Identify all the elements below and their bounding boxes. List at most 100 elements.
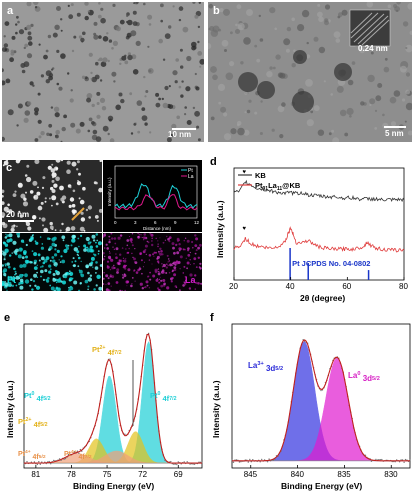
particle bbox=[23, 197, 27, 201]
particle bbox=[41, 217, 46, 222]
particle bbox=[235, 23, 238, 27]
particle bbox=[26, 176, 32, 183]
particle bbox=[158, 281, 161, 284]
particle bbox=[52, 176, 54, 179]
particle bbox=[60, 53, 66, 59]
particle bbox=[127, 54, 133, 61]
particle bbox=[105, 243, 108, 246]
particle bbox=[118, 92, 123, 97]
particle bbox=[147, 14, 153, 20]
particle bbox=[175, 286, 178, 288]
particle bbox=[217, 83, 226, 91]
particle bbox=[29, 260, 32, 264]
particle bbox=[119, 289, 122, 291]
particle bbox=[178, 239, 180, 241]
particle bbox=[61, 235, 66, 240]
particle bbox=[130, 241, 132, 243]
particle bbox=[389, 96, 397, 104]
particle bbox=[43, 227, 49, 232]
particle bbox=[108, 240, 111, 244]
particle bbox=[192, 281, 195, 283]
particle bbox=[6, 239, 11, 243]
particle bbox=[96, 239, 98, 242]
particle bbox=[86, 246, 89, 249]
particle bbox=[172, 70, 178, 76]
particle bbox=[5, 78, 11, 84]
inset-xtick: 0 bbox=[114, 220, 117, 225]
particle bbox=[106, 265, 109, 267]
particle bbox=[78, 245, 80, 248]
particle bbox=[48, 75, 53, 81]
particle bbox=[18, 277, 21, 280]
particle bbox=[375, 95, 382, 102]
particle bbox=[61, 126, 66, 132]
pt-profile-line bbox=[114, 183, 198, 209]
particle bbox=[126, 239, 130, 242]
particle bbox=[72, 189, 76, 193]
particle bbox=[53, 106, 60, 113]
particle bbox=[351, 61, 356, 65]
particle bbox=[99, 160, 102, 162]
raw-data-point bbox=[72, 451, 74, 454]
particle bbox=[169, 133, 174, 138]
particle bbox=[132, 21, 138, 26]
particle bbox=[99, 79, 103, 82]
particle bbox=[67, 4, 70, 7]
particle bbox=[105, 274, 109, 278]
particle bbox=[45, 79, 50, 84]
particle bbox=[92, 129, 98, 135]
particle bbox=[407, 2, 412, 10]
particle bbox=[107, 59, 110, 63]
particle bbox=[269, 7, 276, 14]
particle bbox=[151, 243, 154, 247]
particle bbox=[95, 61, 99, 66]
particle bbox=[193, 257, 197, 261]
particle bbox=[13, 50, 17, 54]
raw-data-point bbox=[170, 460, 172, 463]
plot-frame bbox=[231, 323, 411, 469]
particle bbox=[68, 14, 74, 20]
particle bbox=[196, 125, 200, 129]
particle bbox=[67, 72, 70, 75]
particle bbox=[3, 43, 9, 48]
particle bbox=[78, 197, 81, 200]
particle bbox=[57, 278, 62, 283]
particle bbox=[180, 65, 184, 69]
particle bbox=[93, 288, 96, 291]
particle bbox=[382, 113, 385, 117]
particle bbox=[9, 254, 12, 257]
x-axis-label: Binding Energy (eV) bbox=[73, 481, 154, 491]
particle bbox=[175, 244, 177, 247]
particle bbox=[366, 2, 374, 8]
particle bbox=[42, 278, 46, 281]
particle bbox=[60, 18, 63, 21]
particle bbox=[19, 285, 24, 290]
particle bbox=[152, 253, 154, 256]
particle bbox=[142, 250, 146, 254]
particle bbox=[33, 273, 38, 278]
particle bbox=[72, 277, 74, 279]
particle bbox=[24, 174, 28, 177]
particle bbox=[144, 244, 148, 248]
particle bbox=[71, 203, 76, 208]
particle bbox=[405, 89, 411, 95]
particle bbox=[171, 123, 177, 129]
particle bbox=[192, 2, 196, 4]
particle bbox=[137, 130, 141, 134]
particle bbox=[169, 263, 173, 267]
particle bbox=[40, 246, 45, 250]
particle bbox=[86, 248, 91, 253]
x-tick-label: 78 bbox=[67, 470, 76, 479]
particle bbox=[155, 278, 159, 282]
particle bbox=[40, 275, 42, 278]
particle bbox=[78, 269, 81, 271]
x-tick-label: 845 bbox=[244, 470, 258, 479]
particle bbox=[47, 34, 52, 39]
particle bbox=[132, 69, 139, 75]
x-tick-label: 840 bbox=[291, 470, 305, 479]
particle bbox=[14, 277, 16, 280]
raw-data-point bbox=[404, 458, 407, 461]
particle bbox=[187, 247, 190, 250]
particle bbox=[44, 200, 47, 203]
raw-data-point bbox=[63, 458, 65, 460]
